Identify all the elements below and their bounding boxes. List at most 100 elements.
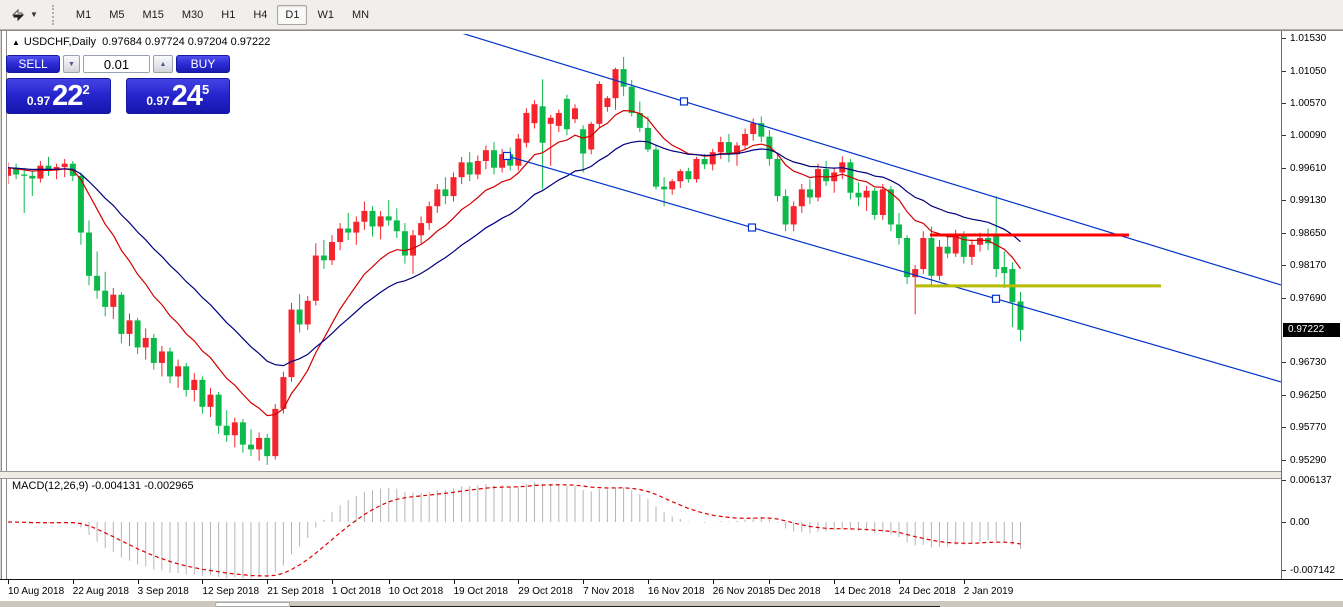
macd-indicator-label: MACD(12,26,9) -0.004131 -0.002965 — [12, 480, 194, 492]
candle — [912, 264, 919, 315]
macd-axis-label: 0.006137 — [1290, 474, 1332, 486]
candle — [515, 133, 522, 171]
candle — [580, 125, 587, 173]
time-axis-tick — [647, 580, 649, 584]
price-axis[interactable]: 0.97222 1.01530 1.01050 1.00570 1.00090 0.99… — [1281, 31, 1343, 579]
candle — [588, 121, 595, 155]
chart-period-icon[interactable] — [8, 6, 28, 24]
candle — [401, 223, 408, 264]
price-axis-label: 0.97690 — [1290, 292, 1327, 304]
price-axis-label: 0.96250 — [1290, 389, 1327, 401]
candle — [450, 172, 457, 202]
price-axis-tick — [1282, 103, 1286, 105]
time-axis-label: 7 Nov 2018 — [583, 586, 635, 597]
ma-line-26 — [8, 140, 1021, 367]
candle — [8, 162, 11, 184]
candle-body-up — [693, 158, 700, 180]
volume-increase-button[interactable]: ▲ — [153, 55, 173, 73]
candle-body-down — [94, 275, 101, 291]
candle-body-up — [531, 104, 538, 124]
candle-body-down — [239, 422, 246, 445]
candle-body-up — [815, 169, 821, 198]
candle-body-up — [572, 108, 578, 120]
candle — [86, 220, 92, 286]
buy-price-box[interactable]: 0.97 24 5 — [125, 78, 230, 114]
candle-body-up — [450, 177, 457, 197]
candle-body-down — [766, 136, 773, 159]
candle-body-down — [134, 320, 141, 348]
candle-body-down — [887, 189, 894, 225]
candle-body-down — [928, 237, 935, 276]
candle — [434, 183, 441, 213]
pane-splitter[interactable] — [0, 471, 1343, 479]
scrollbar-thumb[interactable] — [215, 602, 290, 607]
candle-body-up — [37, 165, 44, 179]
candle-body-down — [248, 444, 254, 450]
time-axis-tick — [72, 580, 74, 584]
chevron-down-icon[interactable]: ▼ — [30, 10, 38, 19]
candle-body-down — [944, 246, 951, 254]
candle-body-down — [823, 169, 830, 182]
candle — [458, 156, 465, 184]
candle-body-up — [458, 162, 465, 178]
price-axis-label: 0.98650 — [1290, 227, 1327, 239]
candle-body-up — [952, 235, 959, 254]
chart-period-icon-glyph — [11, 8, 25, 21]
candle — [790, 201, 797, 232]
candle — [37, 160, 44, 183]
price-axis-tick — [1282, 265, 1286, 267]
buy-button[interactable]: BUY — [176, 55, 230, 73]
candle-body-up — [717, 142, 724, 153]
candle-body-up — [523, 113, 530, 143]
candle — [491, 142, 497, 175]
volume-input[interactable] — [83, 55, 150, 73]
candle — [134, 317, 141, 355]
candle-body-down — [118, 294, 125, 334]
timeframe-button-h4[interactable]: H4 — [245, 5, 275, 25]
price-axis-label: 0.96730 — [1290, 357, 1327, 369]
candle — [523, 108, 530, 148]
candle-body-down — [993, 235, 1000, 270]
candle — [280, 371, 287, 414]
candle — [572, 104, 578, 124]
timeframes-toolbar: ▼ M1 M5 M15 M30 H1 H4 D1 W1 MN — [0, 0, 1343, 30]
symbol-marker-icon: ▲ — [12, 38, 20, 47]
candle-body-up — [499, 154, 506, 168]
sell-price-prefix: 0.97 — [26, 94, 51, 108]
timeframe-button-h1[interactable]: H1 — [213, 5, 243, 25]
timeframe-button-m15[interactable]: M15 — [134, 5, 171, 25]
timeframe-button-m1[interactable]: M1 — [68, 5, 99, 25]
volume-decrease-button[interactable]: ▼ — [63, 55, 80, 73]
candle — [636, 101, 643, 132]
candle-body-down — [385, 216, 392, 221]
trendline-handle — [679, 97, 689, 106]
candle — [77, 172, 84, 245]
sell-button[interactable]: SELL — [6, 55, 60, 73]
sell-price-box[interactable]: 0.97 22 2 — [6, 78, 111, 114]
candle-body-up — [920, 237, 927, 270]
timeframe-button-w1[interactable]: W1 — [309, 5, 342, 25]
macd-axis-label: 0.00 — [1290, 516, 1310, 528]
time-axis-label: 29 Oct 2018 — [518, 586, 573, 597]
candle-body-up — [968, 244, 975, 257]
candle-body-down — [102, 290, 109, 307]
candle-body-down — [904, 237, 911, 278]
macd-canvas[interactable] — [8, 477, 1281, 579]
timeframe-button-m30[interactable]: M30 — [174, 5, 211, 25]
candle-body-down — [296, 309, 303, 325]
candle-body-down — [855, 192, 862, 198]
price-chart-canvas[interactable] — [8, 34, 1281, 471]
candle — [823, 160, 830, 186]
timeframe-button-m5[interactable]: M5 — [101, 5, 132, 25]
time-axis-tick — [202, 580, 204, 584]
candle — [628, 79, 635, 117]
candle — [118, 292, 125, 344]
time-axis-tick — [137, 580, 139, 584]
timeframe-button-d1[interactable]: D1 — [277, 4, 308, 25]
timeframe-button-mn[interactable]: MN — [344, 5, 377, 25]
toolbar-grip[interactable] — [51, 4, 57, 25]
candle — [499, 148, 506, 173]
time-axis[interactable]: 10 Aug 2018 22 Aug 2018 3 Sep 2018 12 Sep 2… — [0, 579, 1343, 602]
candle-body-up — [434, 189, 441, 207]
time-axis-label: 10 Oct 2018 — [388, 586, 444, 597]
